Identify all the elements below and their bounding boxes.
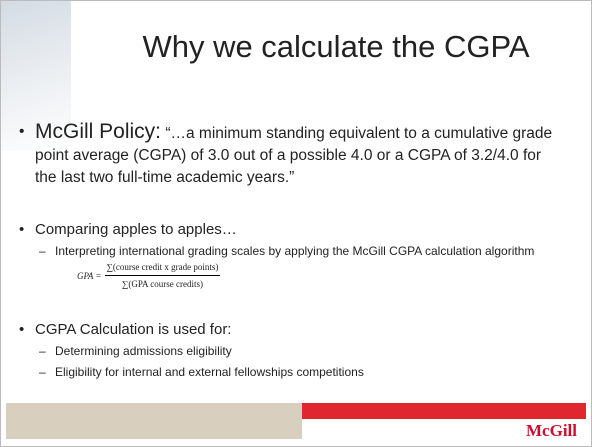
bullet-text: CGPA Calculation is used for:: [35, 321, 231, 338]
formula: GPA = ∑(course credit x grade points)∑(G…: [77, 259, 220, 292]
sub-bullet-text: Eligibility for internal and external fe…: [55, 365, 364, 379]
bullet-lead: McGill Policy:: [35, 120, 161, 143]
footer-band: [6, 403, 302, 439]
slide-title: Why we calculate the CGPA: [91, 29, 581, 65]
footer-band: [302, 403, 586, 419]
sub-bullet: –Interpreting international grading scal…: [55, 243, 563, 292]
bullet: •McGill Policy: “…a minimum standing equ…: [35, 121, 563, 189]
slide: Why we calculate the CGPA •McGill Policy…: [0, 0, 592, 447]
sub-bullet-text: Interpreting international grading scale…: [55, 244, 534, 258]
sub-bullet: –Determining admissions eligibility: [55, 343, 563, 359]
sub-bullet: –Eligibility for internal and external f…: [55, 364, 563, 380]
formula-denominator: ∑(GPA course credits): [122, 276, 203, 292]
bullet-text: Comparing apples to apples…: [35, 221, 237, 238]
formula-numerator: ∑(course credit x grade points): [105, 259, 221, 276]
logo: McGill: [526, 421, 577, 441]
bullet: •CGPA Calculation is used for: –Determin…: [35, 321, 563, 380]
bullet: •Comparing apples to apples… –Interpreti…: [35, 221, 563, 292]
sub-bullet-text: Determining admissions eligibility: [55, 344, 232, 358]
formula-lhs: GPA =: [77, 268, 102, 284]
